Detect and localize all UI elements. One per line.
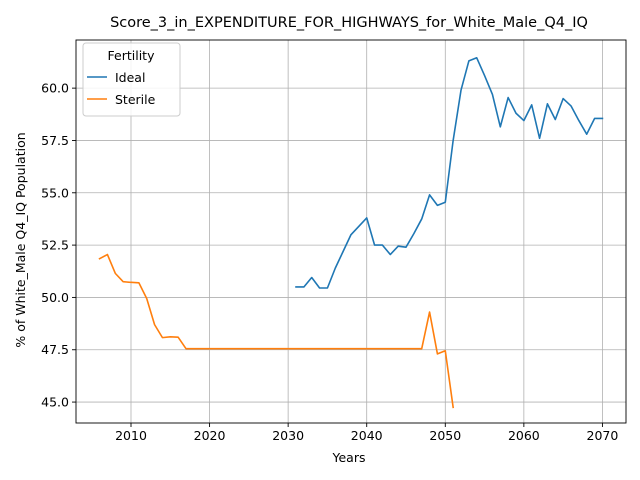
series-line-ideal [295, 56, 604, 289]
plot-area-frame [75, 39, 627, 424]
series-lines [98, 56, 604, 409]
x-tick-label: 2070 [587, 428, 619, 443]
y-tick-label: 50.0 [41, 290, 69, 305]
y-axis-label: % of White_Male Q4_IQ Population [13, 132, 28, 347]
x-tick-label: 2040 [351, 428, 383, 443]
y-tick-label: 57.5 [41, 133, 69, 148]
y-tick-label: 52.5 [41, 238, 69, 253]
y-tick-label: 55.0 [41, 185, 69, 200]
x-axis-label: Years [332, 450, 366, 465]
y-tick-label: 60.0 [41, 81, 69, 96]
grid-lines [76, 40, 626, 423]
x-tick-label: 2010 [115, 428, 147, 443]
x-tick-label: 2060 [508, 428, 540, 443]
legend-label-ideal: Ideal [115, 70, 145, 85]
series-line-sterile [98, 253, 455, 409]
legend-title: Fertility [108, 48, 156, 63]
legend: Fertility Ideal Sterile [82, 42, 181, 117]
x-tick-label: 2050 [429, 428, 461, 443]
y-tick-label: 47.5 [41, 342, 69, 357]
legend-box [82, 42, 181, 117]
x-tick-label: 2020 [194, 428, 226, 443]
chart-title: Score_3_in_EXPENDITURE_FOR_HIGHWAYS_for_… [110, 15, 588, 31]
x-tick-label: 2030 [272, 428, 304, 443]
x-axis-ticks: 2010 2020 2030 2040 2050 2060 2070 [115, 423, 618, 443]
legend-label-sterile: Sterile [115, 92, 156, 107]
y-tick-label: 45.0 [41, 395, 69, 410]
y-axis-ticks: 45.0 47.5 50.0 52.5 55.0 57.5 60.0 [41, 81, 76, 410]
